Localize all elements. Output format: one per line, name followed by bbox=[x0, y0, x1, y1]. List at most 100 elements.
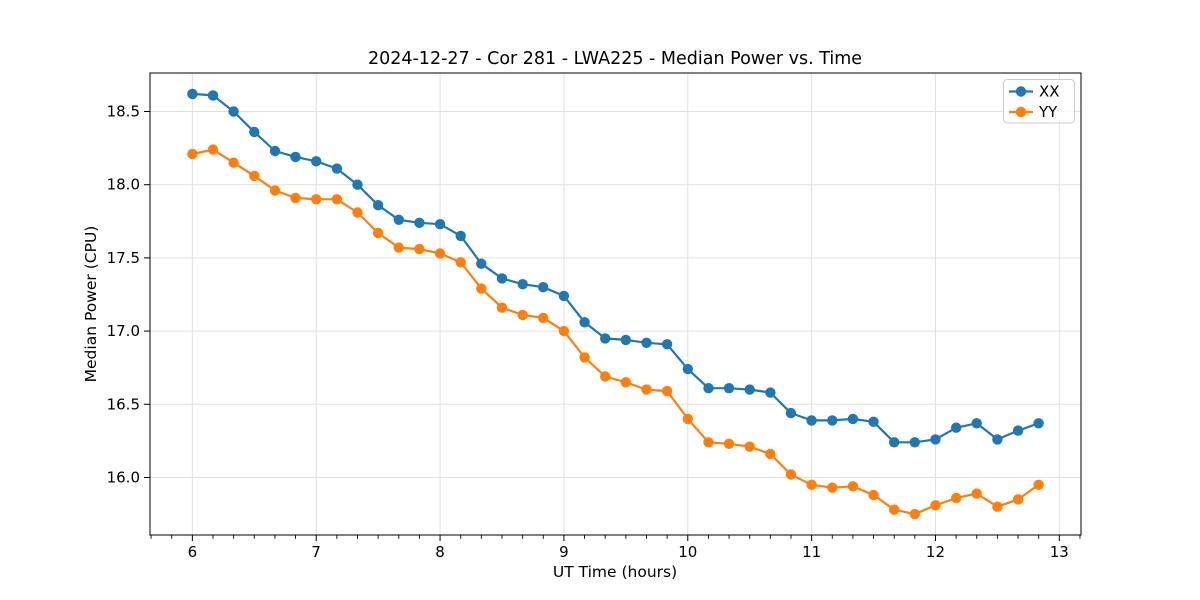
data-point bbox=[992, 501, 1003, 512]
data-point bbox=[600, 333, 611, 344]
series-xx bbox=[187, 88, 1044, 448]
data-point bbox=[331, 194, 343, 205]
data-point bbox=[579, 352, 590, 363]
data-point bbox=[455, 230, 466, 242]
data-point bbox=[290, 151, 301, 163]
data-point bbox=[476, 258, 487, 269]
axis-ticks bbox=[144, 111, 1081, 541]
data-point bbox=[847, 481, 859, 492]
series-yy bbox=[187, 144, 1044, 520]
x-tick-label: 13 bbox=[1050, 543, 1069, 561]
x-tick-label: 11 bbox=[802, 543, 821, 561]
data-point bbox=[765, 387, 776, 398]
legend-marker-yy bbox=[1015, 106, 1027, 118]
data-point bbox=[600, 371, 611, 382]
x-axis-label: UT Time (hours) bbox=[553, 563, 677, 581]
data-point bbox=[434, 248, 446, 259]
chart-title: 2024-12-27 - Cor 281 - LWA225 - Median P… bbox=[368, 49, 862, 69]
data-point bbox=[311, 194, 322, 205]
data-point bbox=[1012, 494, 1024, 505]
data-point bbox=[785, 469, 797, 480]
y-tick-label: 18.5 bbox=[107, 103, 140, 121]
plot-series bbox=[187, 88, 1044, 520]
data-point bbox=[393, 242, 404, 253]
data-point bbox=[187, 148, 198, 160]
data-point bbox=[682, 413, 693, 425]
y-tick-label: 17.5 bbox=[107, 249, 140, 267]
data-point bbox=[228, 157, 239, 168]
x-tick-label: 7 bbox=[311, 543, 321, 561]
data-point bbox=[517, 279, 528, 290]
data-point bbox=[496, 302, 508, 313]
data-point bbox=[1033, 418, 1044, 429]
data-point bbox=[372, 227, 384, 239]
data-point bbox=[579, 317, 590, 328]
x-tick-label: 10 bbox=[678, 543, 697, 561]
data-point bbox=[372, 200, 384, 211]
data-point bbox=[414, 217, 425, 228]
x-tick-label: 12 bbox=[926, 543, 945, 561]
data-point bbox=[476, 283, 487, 294]
data-point bbox=[434, 219, 446, 230]
data-point bbox=[249, 170, 260, 182]
data-point bbox=[558, 290, 570, 302]
gridlines bbox=[150, 73, 1081, 535]
data-point bbox=[806, 415, 817, 426]
legend: XX YY bbox=[1003, 79, 1075, 124]
data-point bbox=[269, 185, 281, 196]
data-point bbox=[703, 383, 714, 394]
data-point bbox=[744, 441, 755, 452]
data-point bbox=[1033, 479, 1044, 490]
data-point bbox=[909, 437, 920, 448]
data-point bbox=[971, 418, 982, 429]
data-point bbox=[868, 416, 879, 427]
data-point bbox=[517, 309, 528, 321]
legend-label-yy: YY bbox=[1038, 103, 1058, 121]
data-point bbox=[827, 482, 838, 493]
data-point bbox=[207, 90, 219, 101]
data-point bbox=[930, 500, 941, 511]
data-point bbox=[992, 434, 1003, 445]
data-point bbox=[744, 384, 755, 395]
data-point bbox=[620, 334, 631, 346]
data-point bbox=[207, 144, 219, 155]
data-point bbox=[661, 339, 673, 350]
legend-label-xx: XX bbox=[1039, 83, 1060, 101]
legend-marker-xx bbox=[1015, 86, 1027, 97]
data-point bbox=[538, 282, 549, 293]
y-tick-label: 16.5 bbox=[107, 395, 140, 413]
data-point bbox=[331, 163, 343, 174]
data-point bbox=[393, 214, 404, 225]
y-axis-label: Median Power (CPU) bbox=[82, 226, 100, 383]
data-point bbox=[765, 448, 776, 460]
data-point bbox=[455, 257, 466, 268]
data-point bbox=[641, 384, 652, 395]
data-point bbox=[228, 106, 239, 117]
y-tick-label: 18.0 bbox=[107, 176, 140, 194]
data-point bbox=[889, 437, 900, 448]
data-point bbox=[661, 385, 673, 397]
x-tick-label: 8 bbox=[435, 543, 445, 561]
axis-tick-labels: 6 7 8 9 10 11 12 13 16.0 16.5 17.0 17.5 18.0 18.5 bbox=[107, 103, 1069, 562]
data-point bbox=[951, 422, 962, 433]
data-point bbox=[971, 488, 982, 499]
data-point bbox=[496, 273, 508, 284]
data-point bbox=[352, 179, 363, 190]
data-point bbox=[249, 126, 260, 138]
data-point bbox=[723, 438, 735, 449]
data-point bbox=[847, 413, 859, 425]
data-point bbox=[311, 156, 322, 167]
data-point bbox=[889, 504, 900, 515]
data-point bbox=[785, 407, 797, 419]
data-point bbox=[641, 337, 652, 348]
data-point bbox=[951, 492, 962, 504]
data-point bbox=[558, 325, 570, 337]
data-point bbox=[723, 383, 735, 394]
y-tick-label: 16.0 bbox=[107, 468, 140, 486]
data-point bbox=[703, 437, 714, 448]
data-point bbox=[868, 489, 879, 501]
x-tick-label: 6 bbox=[188, 543, 198, 561]
data-point bbox=[187, 88, 198, 100]
data-point bbox=[827, 415, 838, 426]
